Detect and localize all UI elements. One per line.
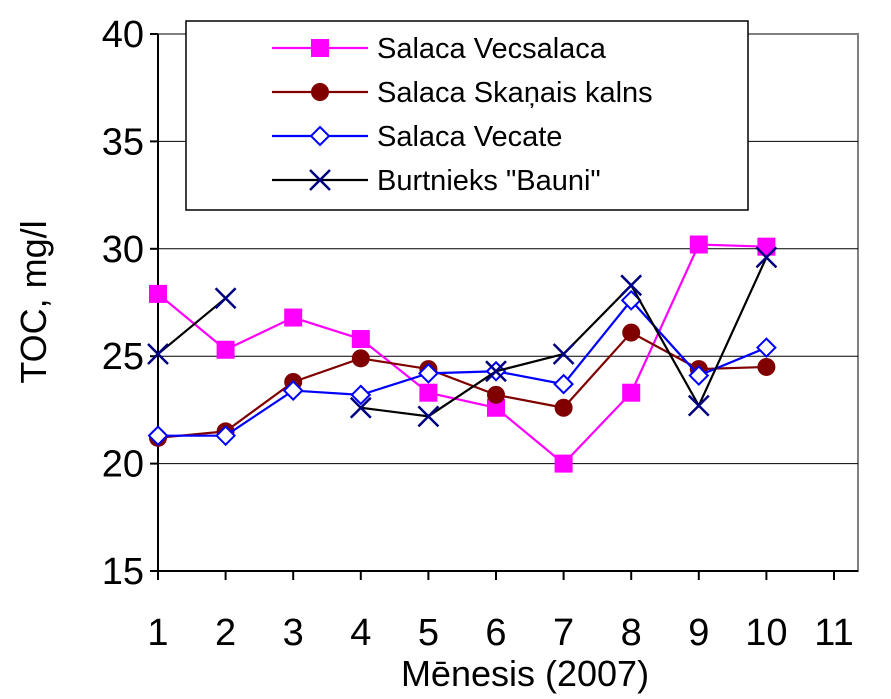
legend-marker (311, 83, 329, 101)
data-point (350, 384, 372, 406)
data-point (554, 454, 573, 473)
data-point (215, 425, 237, 447)
x-tick-label: 6 (485, 612, 506, 654)
data-point (622, 323, 641, 342)
legend: Salaca Vecsalaca Salaca Skaņais kalns Sala… (185, 20, 749, 211)
data-point (757, 237, 776, 256)
x-tick-label: 5 (418, 612, 439, 654)
legend-item: Salaca Skaņais kalns (272, 77, 653, 109)
legend-box (185, 20, 749, 211)
legend-item: Salaca Vecsalaca (272, 33, 607, 65)
x-tick-label: 2 (215, 612, 236, 654)
legend-label: Salaca Vecsalaca (377, 33, 607, 65)
data-point (216, 340, 235, 359)
data-point (419, 383, 438, 402)
x-tick-label: 3 (283, 612, 304, 654)
data-point (485, 360, 507, 383)
data-point (689, 235, 708, 254)
legend-marker (311, 39, 329, 57)
data-point (755, 246, 778, 269)
data-point (147, 425, 169, 447)
data-point (487, 385, 505, 404)
data-point (487, 398, 505, 417)
legend-label: Salaca Vecate (377, 121, 562, 153)
data-point (349, 396, 372, 419)
data-point (147, 343, 169, 365)
data-point (622, 383, 641, 402)
legend-label: Salaca Skaņais kalns (377, 77, 653, 109)
data-point (554, 398, 573, 417)
y-tick-label: 15 (102, 551, 144, 593)
data-point (282, 380, 304, 401)
legend-label: Burtnieks "Bauni" (377, 165, 601, 197)
legend-item: Salaca Vecate (272, 121, 562, 153)
data-point (553, 373, 575, 395)
data-point (351, 349, 370, 368)
y-tick-label: 20 (102, 444, 144, 486)
data-point (688, 365, 710, 386)
series-3 (147, 246, 778, 428)
data-point (351, 330, 370, 349)
series-line (157, 297, 227, 355)
series-layer (147, 235, 778, 473)
data-point (755, 337, 777, 359)
data-point (214, 287, 237, 310)
x-tick-label: 9 (688, 612, 709, 654)
legend-marker (309, 125, 331, 147)
data-point (552, 343, 575, 365)
y-tick-label: 25 (102, 336, 144, 378)
x-tick-label: 7 (553, 612, 574, 654)
series-line (158, 298, 767, 437)
y-tick-label: 40 (102, 14, 144, 56)
data-point (620, 274, 643, 297)
x-axis-title: Mēnesis (2007) (401, 653, 649, 694)
y-tick-label: 35 (102, 121, 144, 163)
y-axis-title: TOC, mg/l (13, 220, 54, 383)
x-axis-ticks: 1 2 3 4 5 6 7 8 9 10 11 (147, 571, 854, 654)
data-point (417, 362, 439, 384)
x-tick-label: 10 (745, 612, 787, 654)
x-tick-label: 4 (350, 612, 371, 654)
data-point (149, 284, 167, 303)
y-tick-label: 30 (102, 229, 144, 271)
x-tick-label: 11 (814, 612, 853, 654)
legend-item: Burtnieks "Bauni" (272, 165, 601, 197)
data-point (687, 394, 710, 417)
x-tick-label: 1 (147, 612, 168, 654)
series-line (157, 331, 767, 439)
x-tick-label: 8 (621, 612, 642, 654)
data-point (417, 405, 440, 428)
series-line (157, 243, 767, 466)
data-point (284, 308, 303, 327)
data-point (757, 357, 776, 376)
y-axis-ticks: 15 20 25 30 35 40 (102, 14, 158, 593)
legend-marker (309, 169, 331, 191)
